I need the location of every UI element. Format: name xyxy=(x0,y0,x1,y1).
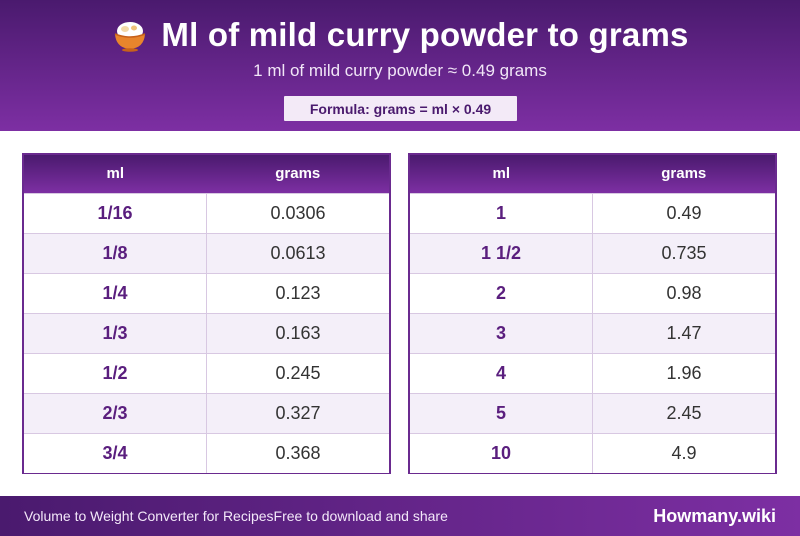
ml-cell: 1/16 xyxy=(24,192,207,233)
table-header-row: ml grams xyxy=(24,155,389,193)
brand-logo-text[interactable]: Howmany.wiki xyxy=(653,505,776,526)
table-header-row: ml grams xyxy=(410,155,775,193)
grams-cell: 1.96 xyxy=(592,352,775,393)
grams-cell: 0.735 xyxy=(592,232,775,273)
table-row: 1/8 0.0613 xyxy=(24,232,389,273)
column-header-ml: ml xyxy=(410,155,593,193)
table-row: 1/4 0.123 xyxy=(24,272,389,313)
formula-badge: Formula: grams = ml × 0.49 xyxy=(284,96,517,121)
footer-share-note: Free to download and share xyxy=(273,508,448,524)
ml-cell: 2 xyxy=(410,272,593,313)
table-row: 2 0.98 xyxy=(410,272,775,313)
table-row: 1/16 0.0306 xyxy=(24,192,389,233)
ml-cell: 10 xyxy=(410,432,593,473)
conversion-table-left: ml grams 1/16 0.0306 1/8 0.0613 1/4 0.12… xyxy=(22,153,391,474)
ml-cell: 1/3 xyxy=(24,312,207,353)
ml-cell: 2/3 xyxy=(24,392,207,433)
curry-bowl-icon xyxy=(111,16,149,54)
table-row: 2/3 0.327 xyxy=(24,392,389,433)
grams-cell: 1.47 xyxy=(592,312,775,353)
ml-cell: 1/2 xyxy=(24,352,207,393)
grams-cell: 0.327 xyxy=(206,392,389,433)
title-row: Ml of mild curry powder to grams xyxy=(0,14,800,56)
page-title: Ml of mild curry powder to grams xyxy=(161,16,689,53)
table-row: 10 4.9 xyxy=(410,432,775,473)
grams-cell: 0.163 xyxy=(206,312,389,353)
footer-tagline: Volume to Weight Converter for Recipes xyxy=(24,508,274,524)
grams-cell: 0.123 xyxy=(206,272,389,313)
grams-cell: 0.0306 xyxy=(206,192,389,233)
grams-cell: 0.368 xyxy=(206,432,389,473)
table-row: 3/4 0.368 xyxy=(24,432,389,473)
footer-bar: Volume to Weight Converter for Recipes F… xyxy=(0,496,800,536)
ml-cell: 3 xyxy=(410,312,593,353)
grams-cell: 2.45 xyxy=(592,392,775,433)
conversion-table-right: ml grams 1 0.49 1 1/2 0.735 2 0.98 3 1.4… xyxy=(408,153,777,474)
table-row: 4 1.96 xyxy=(410,352,775,393)
header-banner: Ml of mild curry powder to grams 1 ml of… xyxy=(0,0,800,131)
table-row: 3 1.47 xyxy=(410,312,775,353)
ml-cell: 1 1/2 xyxy=(410,232,593,273)
ml-cell: 1/8 xyxy=(24,232,207,273)
ml-cell: 4 xyxy=(410,352,593,393)
ml-cell: 1/4 xyxy=(24,272,207,313)
table-row: 1 0.49 xyxy=(410,192,775,233)
grams-cell: 4.9 xyxy=(592,432,775,473)
page-subtitle: 1 ml of mild curry powder ≈ 0.49 grams xyxy=(253,61,547,80)
column-header-grams: grams xyxy=(206,155,389,193)
ml-cell: 3/4 xyxy=(24,432,207,473)
table-row: 1/3 0.163 xyxy=(24,312,389,353)
grams-cell: 0.98 xyxy=(592,272,775,313)
grams-cell: 0.0613 xyxy=(206,232,389,273)
table-row: 1/2 0.245 xyxy=(24,352,389,393)
grams-cell: 0.245 xyxy=(206,352,389,393)
ml-cell: 5 xyxy=(410,392,593,433)
column-header-grams: grams xyxy=(592,155,775,193)
table-row: 5 2.45 xyxy=(410,392,775,433)
table-row: 1 1/2 0.735 xyxy=(410,232,775,273)
grams-cell: 0.49 xyxy=(592,192,775,233)
ml-cell: 1 xyxy=(410,192,593,233)
column-header-ml: ml xyxy=(24,155,207,193)
